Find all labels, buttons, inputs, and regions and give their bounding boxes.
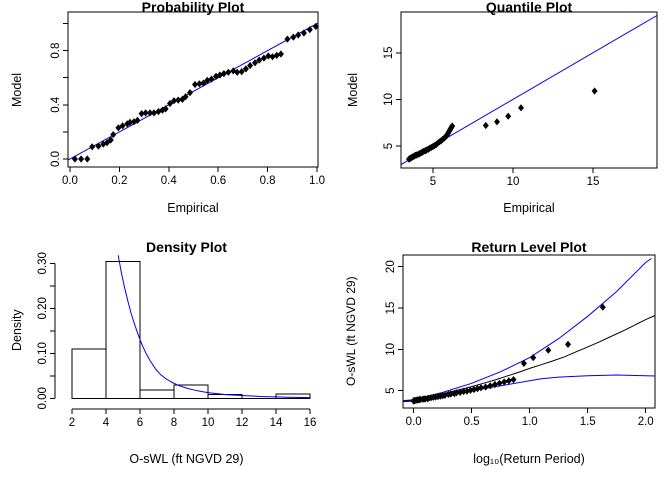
svg-text:0.2: 0.2: [111, 175, 127, 187]
svg-text:12: 12: [236, 417, 249, 429]
return-level-plot-title: Return Level Plot: [471, 239, 587, 255]
svg-text:0.30: 0.30: [37, 252, 49, 274]
density-plot-panel: 2 4 6 8 10 12 14 16 0.00 0.10 0.20 0.30 Density Plo…: [0, 240, 336, 480]
svg-text:0.8: 0.8: [50, 43, 62, 59]
svg-text:5: 5: [430, 176, 436, 188]
density-plot-xlabel: O-sWL (ft NGVD 29): [129, 452, 244, 466]
svg-text:15: 15: [385, 302, 397, 315]
one-to-one-line: [67, 22, 319, 161]
return-level-plot-ylabel: O-sWL (ft NGVD 29): [344, 276, 358, 387]
density-plot-canvas: 2 4 6 8 10 12 14 16 0.00 0.10 0.20 0.30: [37, 252, 316, 429]
density-plot-ylabel: Density: [10, 309, 24, 352]
svg-text:1.0: 1.0: [522, 416, 538, 428]
probability-plot-xlabel: Empirical: [167, 201, 219, 215]
svg-text:5: 5: [385, 388, 397, 394]
svg-text:0.20: 0.20: [37, 297, 49, 319]
quantile-plot-ylabel: Model: [346, 72, 360, 108]
svg-text:0.0: 0.0: [50, 151, 62, 167]
probability-plot-title: Probability Plot: [141, 0, 245, 15]
probability-plot-ylabel: Model: [10, 72, 24, 107]
quantile-plot-xlabel: Empirical: [503, 201, 555, 215]
svg-text:0.0: 0.0: [406, 416, 422, 428]
svg-text:0.6: 0.6: [210, 175, 226, 187]
fitted-density-curve: [117, 255, 311, 399]
upper-confidence-curve: [403, 257, 652, 402]
return-level-plot-panel: 0.0 0.5 1.0 1.5 2.0 5 10 15 20 Return Level Plot…: [336, 240, 672, 480]
return-level-points: [410, 303, 606, 405]
svg-text:20: 20: [385, 260, 397, 273]
quantile-plot-panel: 5 10 15 5 10 15 Quantile Plot Empirical Model: [336, 0, 672, 240]
probability-points: [71, 22, 319, 163]
svg-text:0.0: 0.0: [62, 175, 78, 187]
svg-text:0.4: 0.4: [50, 96, 62, 113]
svg-text:6: 6: [137, 417, 143, 429]
svg-text:0.4: 0.4: [161, 175, 178, 187]
probability-plot-panel: 0.0 0.2 0.4 0.6 0.8 1.0 0.0 0.4 0.8 Probability …: [0, 0, 336, 240]
svg-text:15: 15: [587, 176, 600, 188]
density-plot-title: Density Plot: [146, 239, 227, 255]
probability-plot-tick-labels: 0.0 0.2 0.4 0.6 0.8 1.0 0.0 0.4 0.8: [50, 43, 325, 187]
svg-text:16: 16: [304, 417, 317, 429]
probability-plot-canvas: 0.0 0.2 0.4 0.6 0.8 1.0 0.0 0.4 0.8: [50, 11, 325, 187]
svg-text:8: 8: [171, 417, 177, 429]
return-level-plot-axes: [398, 254, 656, 413]
svg-text:10: 10: [385, 343, 397, 356]
svg-text:4: 4: [103, 417, 110, 429]
svg-text:2.0: 2.0: [638, 416, 654, 428]
return-level-plot-canvas: 0.0 0.5 1.0 1.5 2.0 5 10 15 20: [385, 254, 656, 428]
svg-text:0.10: 0.10: [37, 342, 49, 364]
svg-text:2: 2: [69, 417, 75, 429]
svg-text:5: 5: [383, 143, 395, 149]
quantile-plot-title: Quantile Plot: [485, 0, 573, 15]
quantile-plot-axes: [396, 11, 658, 173]
return-level-plot-tick-labels: 0.0 0.5 1.0 1.5 2.0 5 10 15 20: [385, 260, 654, 428]
svg-text:15: 15: [383, 46, 395, 59]
svg-text:1.5: 1.5: [580, 416, 596, 428]
svg-text:0.8: 0.8: [260, 175, 276, 187]
quantile-plot-canvas: 5 10 15 5 10 15: [383, 11, 658, 188]
histogram-bars: [71, 261, 311, 399]
density-plot-axes: [50, 262, 311, 414]
svg-text:0.5: 0.5: [464, 416, 480, 428]
svg-text:14: 14: [270, 417, 283, 429]
svg-text:1.0: 1.0: [309, 175, 325, 187]
svg-text:0.00: 0.00: [37, 387, 49, 409]
return-level-plot-xlabel: log₁₀(Return Period): [473, 452, 585, 466]
svg-text:10: 10: [383, 93, 395, 106]
svg-text:10: 10: [507, 176, 520, 188]
probability-plot-axes: [63, 11, 319, 172]
svg-text:10: 10: [202, 417, 215, 429]
quantile-plot-tick-labels: 5 10 15 5 10 15: [383, 46, 599, 188]
quantile-points: [406, 87, 598, 163]
density-plot-tick-labels: 2 4 6 8 10 12 14 16 0.00 0.10 0.20 0.30: [37, 252, 316, 429]
